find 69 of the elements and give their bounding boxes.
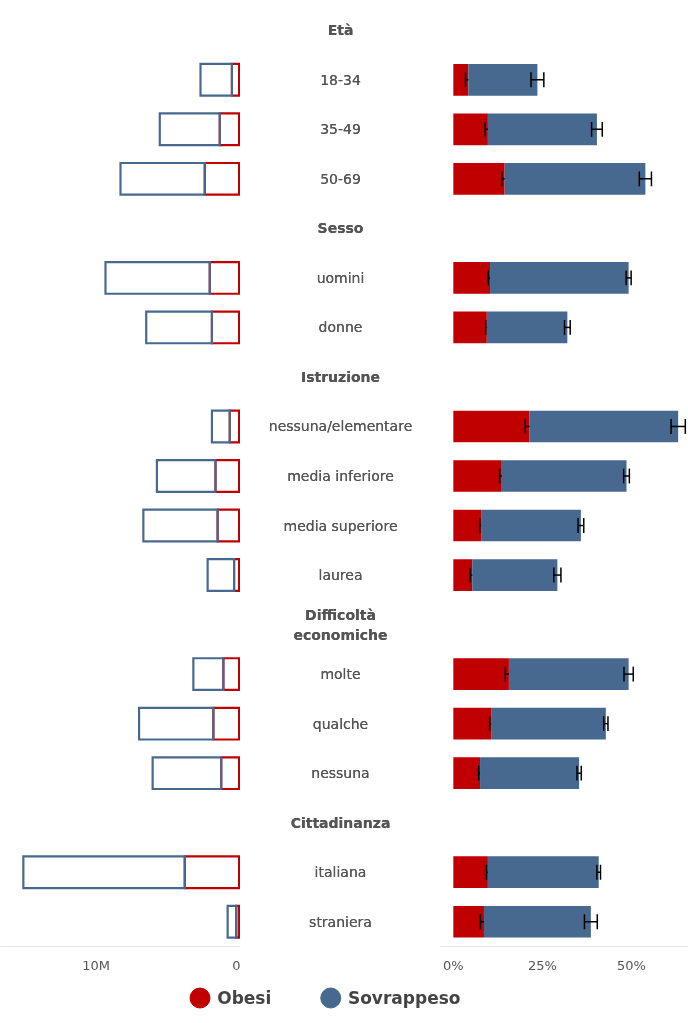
bar (155, 459, 217, 493)
bar (226, 904, 238, 939)
bar (483, 905, 591, 938)
bar (453, 460, 502, 492)
y-tick-label: molte (320, 666, 361, 683)
x-tick-label: 25% (527, 957, 557, 973)
bar (453, 162, 505, 195)
legend-label: Obesi (217, 988, 272, 1008)
bar (487, 856, 599, 889)
bar (22, 855, 186, 890)
y-tick-label: 35-49 (320, 121, 361, 138)
legend-label: Sovrappeso (347, 988, 461, 1008)
bar (486, 311, 568, 344)
y-tick-label: Sesso (317, 220, 364, 237)
x-tick-label: 0% (443, 957, 464, 973)
bar (472, 559, 558, 591)
bar (453, 113, 488, 146)
bar (453, 658, 509, 690)
bar (481, 509, 581, 542)
y-tick-label: 18-34 (320, 71, 361, 88)
x-tick-label: 0 (232, 957, 241, 973)
bar (529, 410, 679, 443)
bar (480, 757, 580, 790)
bar (487, 113, 597, 146)
bar (158, 112, 221, 147)
bar (453, 410, 530, 443)
bar (151, 756, 223, 791)
y-tick-label: Difficoltà economiche (293, 606, 388, 643)
bar (137, 706, 215, 741)
bar (192, 657, 225, 692)
bar (235, 904, 240, 939)
bar (501, 460, 627, 492)
bar (453, 905, 484, 938)
bar (508, 658, 629, 690)
bar (104, 260, 211, 295)
bar (119, 161, 206, 196)
bar (210, 409, 231, 444)
bar (504, 162, 646, 195)
bar (206, 558, 236, 592)
y-tick-label: laurea (318, 567, 363, 584)
y-tick-label: italiana (314, 864, 367, 881)
y-tick-label: donne (318, 319, 363, 336)
bar (453, 856, 488, 889)
x-tick-label: 50% (617, 957, 646, 973)
y-tick-label: nessuna (311, 765, 370, 782)
y-tick-label: uomini (316, 269, 365, 286)
y-tick-label: media superiore (283, 517, 398, 534)
bar (453, 707, 492, 740)
bar (453, 757, 481, 790)
y-tick-label: straniera (309, 913, 372, 930)
bar (453, 559, 473, 591)
y-tick-label: Cittadinanza (290, 814, 391, 831)
y-tick-label: 50-69 (320, 170, 361, 187)
bar (142, 508, 219, 543)
bar (491, 707, 606, 740)
y-tick-label: Istruzione (300, 368, 381, 385)
bar (453, 509, 482, 542)
bar (199, 62, 234, 97)
y-tick-label: media inferiore (287, 468, 394, 484)
x-tick-label: 10M (82, 957, 111, 973)
bar (453, 63, 469, 96)
bar (145, 310, 214, 345)
bar (453, 311, 487, 344)
y-tick-label: nessuna/elementare (268, 418, 413, 435)
bar (490, 262, 629, 294)
y-tick-label: Età (327, 22, 354, 39)
bar (453, 262, 491, 294)
y-tick-label: qualche (312, 715, 369, 732)
bar (468, 63, 538, 96)
